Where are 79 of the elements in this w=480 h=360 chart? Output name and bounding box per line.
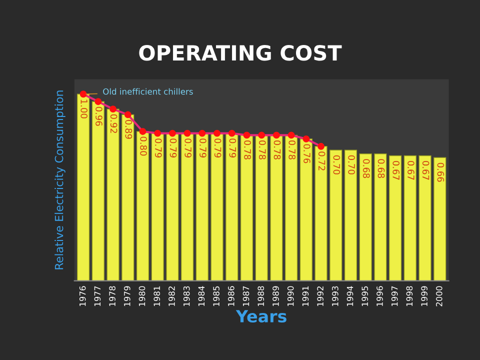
chart-title: OPERATING COST — [139, 45, 342, 61]
bar — [106, 108, 120, 281]
x-tick-label: 1999 — [421, 286, 428, 306]
x-tick-label: 1983 — [183, 286, 190, 306]
bar — [330, 150, 342, 281]
x-axis-title: Years — [236, 310, 286, 323]
data-label: 1.00 — [80, 100, 88, 118]
data-label: 0.78 — [244, 140, 251, 160]
data-label: 0.72 — [318, 152, 326, 170]
data-label: 0.67 — [408, 160, 414, 180]
bar — [300, 138, 312, 281]
data-label: 0.67 — [392, 160, 400, 180]
x-tick-label: 1998 — [406, 286, 413, 306]
bar — [151, 132, 164, 281]
x-tick-label: 1993 — [332, 286, 338, 306]
bar — [122, 114, 134, 281]
data-label: 0.92 — [110, 114, 118, 133]
bar — [77, 94, 90, 281]
bar — [389, 155, 402, 281]
data-label: 0.96 — [96, 106, 102, 126]
data-label: 0.68 — [362, 159, 370, 178]
bar — [404, 155, 416, 281]
bar — [418, 155, 432, 281]
bar — [344, 150, 358, 281]
x-tick-label: 1995 — [362, 286, 368, 306]
data-label: 0.79 — [184, 138, 192, 158]
bar — [255, 134, 268, 281]
bar — [226, 132, 238, 281]
data-label: 0.78 — [274, 140, 281, 160]
x-tick-label: 1987 — [242, 286, 250, 306]
data-label: 0.79 — [154, 138, 162, 158]
bar — [196, 132, 208, 281]
data-label: 0.78 — [258, 140, 266, 160]
data-label: 0.80 — [140, 136, 147, 156]
x-tick-label: 2000 — [436, 286, 442, 306]
bar — [92, 101, 104, 281]
data-label: 0.79 — [229, 138, 236, 158]
x-tick-label: 1981 — [154, 286, 160, 306]
x-tick-label: 1991 — [302, 286, 309, 306]
bar — [314, 146, 328, 281]
data-label: 0.76 — [304, 144, 310, 164]
bar — [285, 134, 298, 281]
bar — [434, 157, 446, 281]
x-tick-label: 1985 — [213, 286, 220, 306]
x-tick-label: 1979 — [124, 286, 130, 306]
bar — [136, 131, 150, 281]
bar — [166, 132, 179, 281]
bar — [210, 132, 224, 281]
data-label: 0.70 — [348, 155, 355, 174]
data-label: 0.68 — [378, 159, 385, 178]
bar — [359, 154, 372, 281]
x-tick-label: 1976 — [79, 286, 86, 306]
x-tick-label: 1988 — [258, 286, 264, 306]
bar — [270, 134, 283, 281]
x-tick-label: 1982 — [168, 286, 175, 306]
x-tick-label: 1978 — [109, 286, 116, 306]
x-tick-label: 1994 — [346, 286, 354, 306]
data-label: 0.66 — [437, 162, 444, 182]
x-tick-label: 1986 — [228, 286, 234, 306]
annotation: Old inefficient chillers — [103, 88, 193, 95]
bar — [181, 132, 194, 281]
data-label: 0.70 — [333, 155, 340, 174]
data-label: 0.89 — [125, 120, 132, 139]
data-label: 0.67 — [422, 160, 430, 180]
x-tick-label: 1989 — [272, 286, 279, 306]
y-axis-title: Relative Electricity Consumption — [54, 90, 66, 270]
x-tick-label: 1977 — [94, 286, 101, 306]
x-tick-label: 1980 — [138, 286, 146, 306]
data-label: 0.79 — [200, 138, 206, 158]
x-tick-label: 1997 — [391, 286, 398, 306]
x-tick-label: 1984 — [198, 286, 205, 306]
bar — [240, 134, 254, 281]
data-label: 0.78 — [288, 140, 296, 160]
x-tick-label: 1996 — [376, 286, 383, 306]
x-tick-label: 1990 — [287, 286, 294, 306]
x-tick-label: 1992 — [317, 286, 324, 306]
bar — [374, 154, 387, 281]
data-label: 0.79 — [214, 138, 222, 158]
data-label: 0.79 — [170, 138, 177, 158]
